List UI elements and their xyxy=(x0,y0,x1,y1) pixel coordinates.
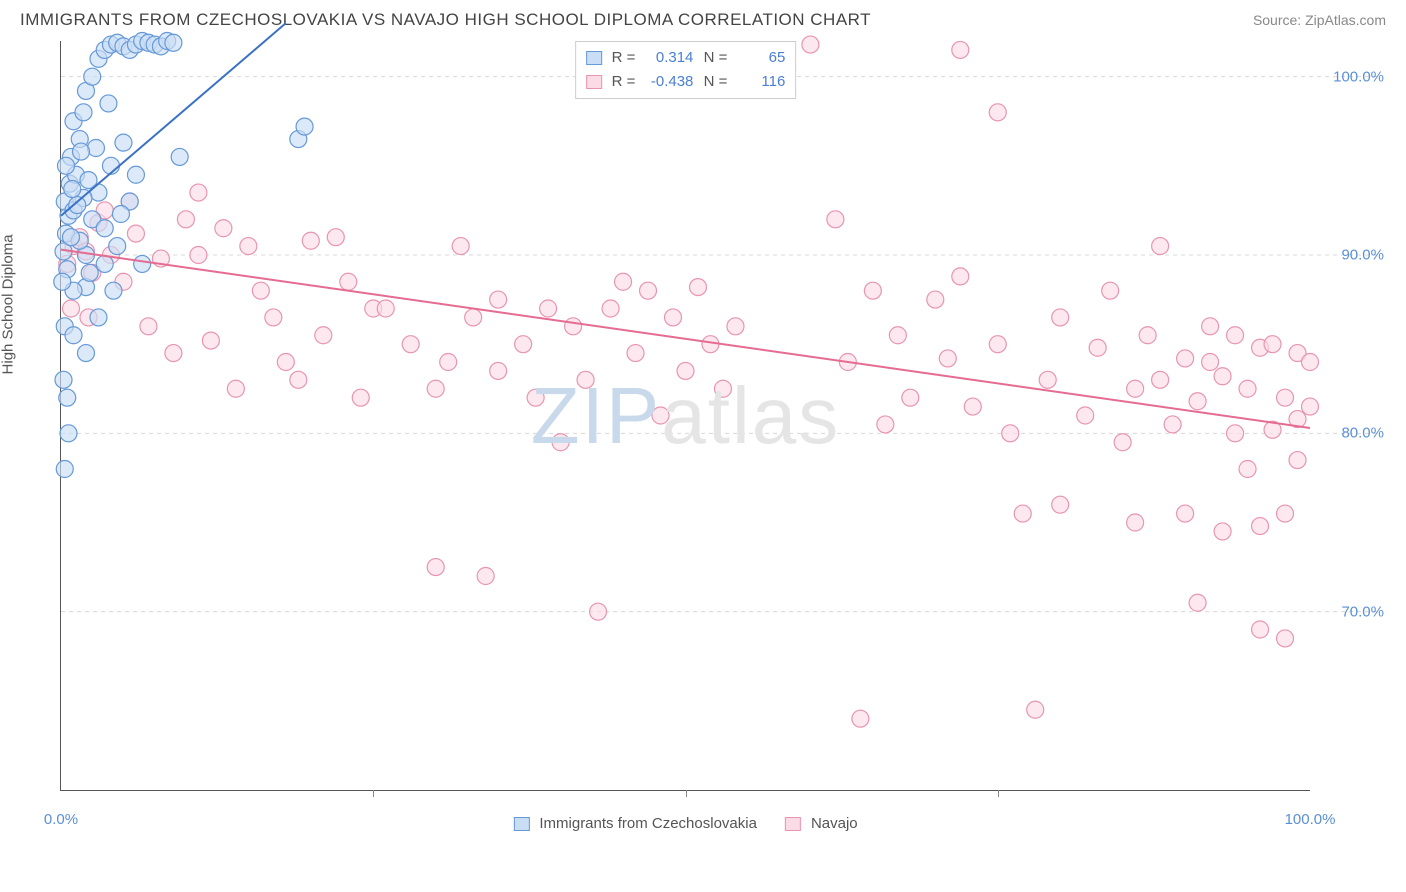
swatch-series-b-b xyxy=(785,817,801,831)
n-value-b: 116 xyxy=(733,70,785,94)
y-tick-label: 80.0% xyxy=(1341,425,1384,442)
plot-svg xyxy=(61,41,1310,790)
plot-area: ZIPatlas R = 0.314 N = 65 R = -0.438 N =… xyxy=(60,41,1310,791)
y-tick-label: 70.0% xyxy=(1341,603,1384,620)
n-value-a: 65 xyxy=(733,46,785,70)
swatch-series-b xyxy=(586,75,602,89)
chart-title: IMMIGRANTS FROM CZECHOSLOVAKIA VS NAVAJO… xyxy=(20,10,871,30)
x-tickmark xyxy=(998,790,999,797)
legend-item-a: Immigrants from Czechoslovakia xyxy=(513,815,757,832)
x-tick-label: 0.0% xyxy=(44,811,78,828)
x-tickmark xyxy=(686,790,687,797)
y-tick-label: 90.0% xyxy=(1341,247,1384,264)
legend-item-b: Navajo xyxy=(785,815,858,832)
series-a-name: Immigrants from Czechoslovakia xyxy=(539,815,757,832)
r-value-a: 0.314 xyxy=(641,46,693,70)
x-tickmark xyxy=(373,790,374,797)
chart-container: High School Diploma ZIPatlas R = 0.314 N… xyxy=(20,36,1390,836)
series-b-name: Navajo xyxy=(811,815,858,832)
stats-legend: R = 0.314 N = 65 R = -0.438 N = 116 xyxy=(575,41,797,99)
y-axis-label: High School Diploma xyxy=(0,234,17,374)
y-tick-label: 100.0% xyxy=(1333,68,1384,85)
bottom-legend: Immigrants from Czechoslovakia Navajo xyxy=(513,815,857,832)
stats-row-series-b: R = -0.438 N = 116 xyxy=(586,70,786,94)
swatch-series-a xyxy=(586,51,602,65)
source-label: Source: ZipAtlas.com xyxy=(1253,12,1386,28)
swatch-series-a-b xyxy=(513,817,529,831)
chart-header: IMMIGRANTS FROM CZECHOSLOVAKIA VS NAVAJO… xyxy=(10,10,1396,36)
x-tick-label: 100.0% xyxy=(1285,811,1336,828)
r-value-b: -0.438 xyxy=(641,70,693,94)
stats-row-series-a: R = 0.314 N = 65 xyxy=(586,46,786,70)
